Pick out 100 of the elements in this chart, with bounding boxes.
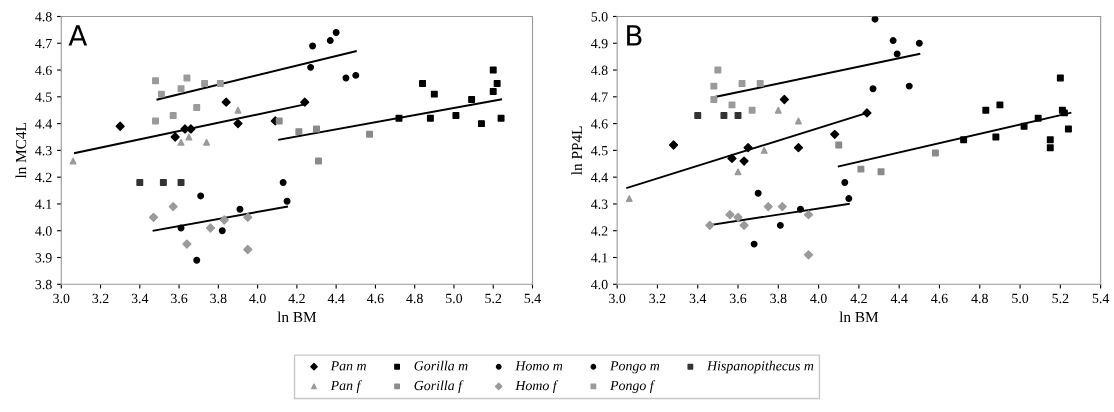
y-tick-label: 4.3 bbox=[591, 199, 608, 209]
point bbox=[283, 197, 291, 205]
x-tick-label: 4.2 bbox=[288, 293, 305, 304]
x-tick-label: 3.8 bbox=[210, 293, 227, 304]
point bbox=[159, 179, 167, 186]
point bbox=[774, 106, 782, 114]
point bbox=[750, 240, 758, 248]
x-tick-label: 4.0 bbox=[249, 293, 266, 304]
point bbox=[830, 129, 840, 139]
y-tick-label: 4.1 bbox=[591, 253, 608, 263]
point bbox=[326, 37, 334, 45]
x-tick-label: 5.0 bbox=[1012, 293, 1029, 304]
point bbox=[366, 130, 374, 138]
x-tick-label: 3.6 bbox=[171, 293, 188, 304]
x-tick-label: 4.8 bbox=[406, 293, 423, 304]
point bbox=[152, 77, 159, 85]
y-tick-label: 4.5 bbox=[35, 92, 52, 102]
point bbox=[177, 85, 185, 93]
point bbox=[982, 106, 990, 114]
point bbox=[845, 195, 853, 203]
y-tick-label: 4.0 bbox=[35, 226, 52, 236]
point bbox=[426, 114, 434, 122]
point bbox=[307, 63, 315, 71]
point bbox=[489, 66, 497, 74]
x-tick-label: 5.4 bbox=[524, 293, 541, 304]
point bbox=[168, 201, 178, 212]
point bbox=[152, 117, 159, 125]
point bbox=[738, 79, 746, 87]
annotation: A bbox=[68, 25, 88, 46]
point bbox=[694, 112, 702, 120]
x-tick-label: 4.4 bbox=[890, 293, 908, 304]
point bbox=[743, 143, 753, 153]
point bbox=[205, 223, 216, 233]
y-axis-title: ln MC4L bbox=[15, 123, 27, 179]
point bbox=[720, 112, 728, 120]
point bbox=[862, 108, 872, 118]
point bbox=[169, 112, 177, 120]
point bbox=[748, 106, 756, 114]
point bbox=[760, 146, 768, 154]
point bbox=[332, 29, 340, 37]
y-tick-label: 4.6 bbox=[591, 119, 608, 129]
legend-label: Pan f bbox=[330, 380, 362, 393]
point bbox=[218, 227, 226, 235]
point bbox=[452, 112, 460, 120]
point bbox=[668, 140, 679, 150]
y-tick-label: 4.1 bbox=[35, 199, 52, 209]
x-axis-title: ln BM bbox=[839, 311, 879, 323]
point bbox=[996, 101, 1004, 109]
point bbox=[710, 82, 718, 90]
x-tick-label: 3.2 bbox=[649, 293, 666, 304]
point bbox=[871, 16, 879, 23]
y-tick-label: 4.4 bbox=[591, 172, 608, 183]
x-tick-label: 4.2 bbox=[850, 293, 867, 304]
point bbox=[497, 114, 505, 122]
y-tick-label: 4.0 bbox=[591, 279, 608, 290]
point bbox=[754, 189, 762, 197]
x-tick-label: 4.6 bbox=[931, 293, 948, 304]
y-tick-label: 4.7 bbox=[591, 92, 608, 102]
point bbox=[728, 101, 736, 109]
point bbox=[1046, 144, 1054, 152]
point bbox=[625, 195, 633, 203]
point bbox=[893, 50, 901, 58]
x-tick-label: 3.8 bbox=[770, 293, 787, 304]
point bbox=[477, 120, 485, 128]
point bbox=[734, 112, 742, 120]
point bbox=[803, 210, 814, 220]
point bbox=[797, 205, 804, 213]
point bbox=[1056, 74, 1064, 82]
x-tick-label: 3.6 bbox=[730, 293, 747, 304]
point bbox=[309, 42, 317, 50]
y-tick-label: 4.2 bbox=[35, 172, 52, 183]
point bbox=[468, 96, 476, 103]
point bbox=[869, 85, 877, 93]
legend-label: Pan m bbox=[330, 361, 366, 371]
point bbox=[275, 117, 283, 125]
point bbox=[857, 165, 865, 173]
point bbox=[234, 106, 242, 114]
point bbox=[915, 39, 923, 47]
annotation: B bbox=[627, 25, 642, 46]
x-tick-label: 5.4 bbox=[1092, 293, 1110, 304]
point bbox=[201, 79, 209, 87]
point bbox=[430, 90, 438, 98]
point bbox=[170, 132, 180, 142]
point bbox=[734, 168, 742, 176]
point bbox=[185, 133, 193, 141]
point bbox=[739, 220, 749, 230]
legend-label: Pongo f bbox=[609, 380, 656, 393]
point bbox=[727, 153, 737, 164]
point bbox=[877, 168, 885, 176]
point bbox=[776, 221, 784, 229]
point bbox=[236, 205, 244, 213]
point bbox=[148, 212, 159, 222]
point bbox=[733, 212, 743, 222]
y-tick-label: 3.9 bbox=[35, 253, 52, 263]
x-tick-label: 3.4 bbox=[131, 293, 149, 304]
point bbox=[395, 114, 403, 122]
x-tick-label: 5.2 bbox=[1052, 293, 1069, 304]
point bbox=[193, 104, 201, 112]
point bbox=[216, 79, 224, 87]
point bbox=[136, 179, 144, 186]
